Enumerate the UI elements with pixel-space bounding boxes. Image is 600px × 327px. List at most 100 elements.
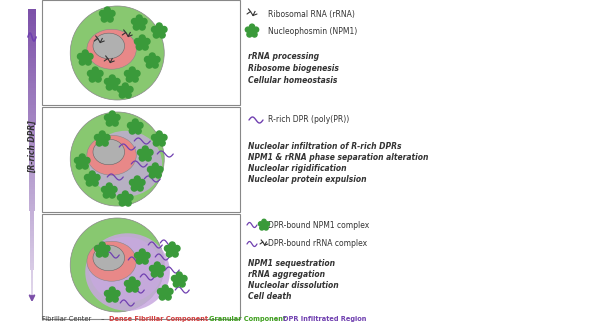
Circle shape: [92, 72, 98, 78]
Ellipse shape: [157, 288, 163, 294]
Bar: [29, 199, 35, 201]
Ellipse shape: [94, 175, 100, 181]
Circle shape: [109, 292, 115, 298]
Bar: [29, 192, 35, 194]
Ellipse shape: [165, 294, 171, 300]
Ellipse shape: [109, 10, 115, 16]
Ellipse shape: [109, 111, 115, 117]
Ellipse shape: [181, 275, 187, 282]
Bar: [29, 197, 35, 199]
Ellipse shape: [97, 140, 102, 146]
Ellipse shape: [154, 57, 160, 62]
Ellipse shape: [118, 86, 124, 93]
Ellipse shape: [129, 277, 135, 283]
Ellipse shape: [114, 78, 120, 84]
Ellipse shape: [169, 242, 175, 248]
Bar: [28, 21, 37, 24]
Text: –: –: [99, 316, 106, 322]
Text: Cell death: Cell death: [248, 292, 292, 301]
Ellipse shape: [132, 76, 138, 82]
Ellipse shape: [130, 180, 136, 185]
Bar: [29, 155, 35, 157]
Circle shape: [100, 136, 105, 142]
Bar: [30, 258, 34, 261]
Ellipse shape: [114, 290, 120, 296]
Bar: [29, 149, 35, 152]
Ellipse shape: [152, 163, 158, 169]
Bar: [28, 41, 36, 43]
Bar: [31, 273, 34, 275]
Circle shape: [70, 112, 164, 206]
Bar: [30, 253, 34, 256]
Bar: [30, 251, 34, 253]
Bar: [28, 115, 35, 117]
Ellipse shape: [260, 226, 264, 230]
Circle shape: [89, 176, 95, 182]
Ellipse shape: [101, 186, 107, 192]
Ellipse shape: [141, 18, 147, 25]
Circle shape: [162, 290, 168, 296]
Ellipse shape: [104, 7, 110, 13]
Text: Fibrillar Center: Fibrillar Center: [42, 316, 91, 322]
Ellipse shape: [154, 140, 159, 146]
Ellipse shape: [103, 192, 109, 198]
Ellipse shape: [151, 26, 157, 32]
Ellipse shape: [145, 57, 151, 62]
Circle shape: [106, 188, 112, 194]
Bar: [30, 248, 34, 251]
Ellipse shape: [146, 62, 152, 68]
Bar: [29, 179, 35, 182]
Ellipse shape: [159, 266, 165, 271]
Text: Cellular homeostasis: Cellular homeostasis: [248, 76, 337, 85]
Bar: [29, 164, 35, 167]
Bar: [31, 266, 34, 268]
Ellipse shape: [122, 83, 128, 89]
Ellipse shape: [87, 135, 136, 175]
Text: Nucleolar dissolution: Nucleolar dissolution: [248, 281, 338, 290]
Circle shape: [82, 55, 88, 61]
Ellipse shape: [93, 139, 125, 165]
Bar: [29, 204, 35, 206]
Ellipse shape: [142, 44, 148, 50]
Bar: [29, 140, 35, 142]
Bar: [29, 167, 35, 169]
Ellipse shape: [166, 251, 172, 257]
Circle shape: [176, 277, 182, 283]
Bar: [31, 298, 32, 300]
Ellipse shape: [119, 200, 125, 206]
Circle shape: [70, 218, 164, 312]
Ellipse shape: [157, 166, 163, 172]
Ellipse shape: [93, 33, 125, 59]
Ellipse shape: [245, 27, 250, 32]
Bar: [28, 51, 36, 53]
Ellipse shape: [87, 241, 136, 281]
Bar: [28, 48, 36, 51]
Ellipse shape: [156, 131, 162, 137]
Ellipse shape: [152, 62, 158, 68]
Ellipse shape: [99, 242, 105, 248]
Circle shape: [136, 20, 142, 26]
Circle shape: [139, 40, 145, 46]
Ellipse shape: [118, 195, 124, 200]
Ellipse shape: [161, 26, 167, 32]
Bar: [31, 288, 33, 290]
Bar: [31, 283, 33, 285]
Ellipse shape: [151, 134, 157, 140]
Bar: [28, 58, 36, 61]
Bar: [29, 162, 35, 164]
Ellipse shape: [86, 180, 92, 186]
Bar: [31, 268, 34, 270]
Ellipse shape: [97, 70, 103, 77]
Ellipse shape: [149, 53, 155, 59]
Text: NPM1 sequestration: NPM1 sequestration: [248, 259, 335, 268]
Bar: [30, 226, 34, 229]
Bar: [29, 189, 35, 192]
Bar: [31, 293, 33, 295]
Ellipse shape: [79, 154, 85, 160]
Bar: [30, 243, 34, 246]
Ellipse shape: [74, 158, 80, 164]
Ellipse shape: [104, 290, 110, 296]
Ellipse shape: [144, 39, 150, 44]
Text: [R-rich DPR]: [R-rich DPR]: [28, 121, 37, 173]
Circle shape: [122, 88, 128, 94]
